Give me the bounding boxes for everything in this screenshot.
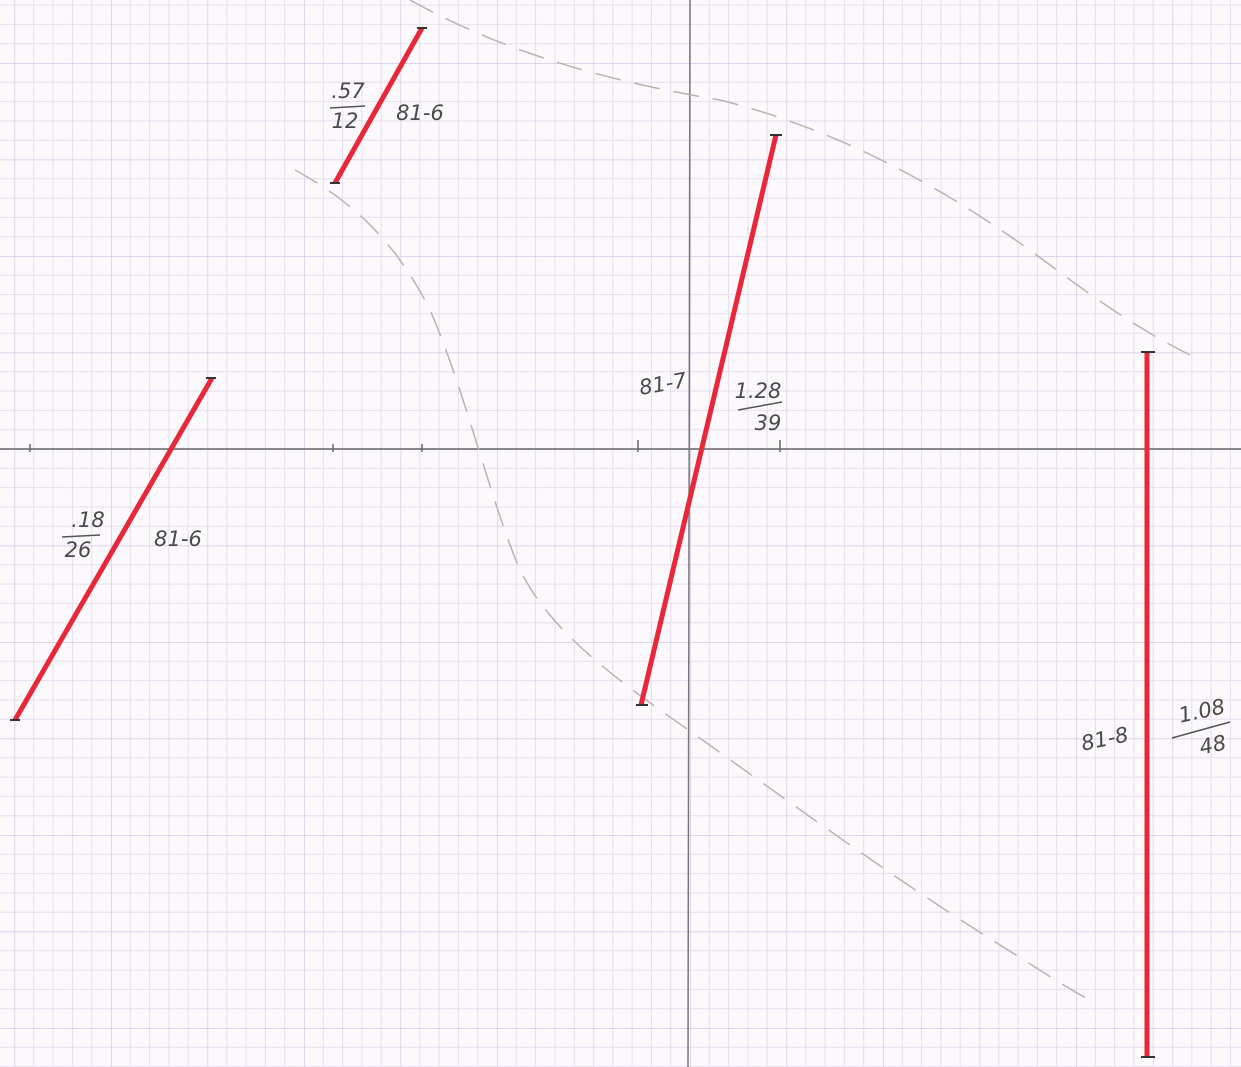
denominator: 39 bbox=[755, 411, 782, 435]
numerator: .18 bbox=[71, 508, 104, 532]
numerator: .57 bbox=[331, 79, 365, 103]
segment-label: 81-6 bbox=[154, 527, 202, 551]
graph-paper: .57 12 81-6 .18 26 81-6 81-7 1.28 39 81-… bbox=[0, 0, 1241, 1067]
denominator: 26 bbox=[65, 538, 92, 562]
denominator: 12 bbox=[332, 109, 359, 133]
numerator: 1.28 bbox=[735, 379, 782, 403]
segment-label: 81-6 bbox=[396, 101, 444, 125]
